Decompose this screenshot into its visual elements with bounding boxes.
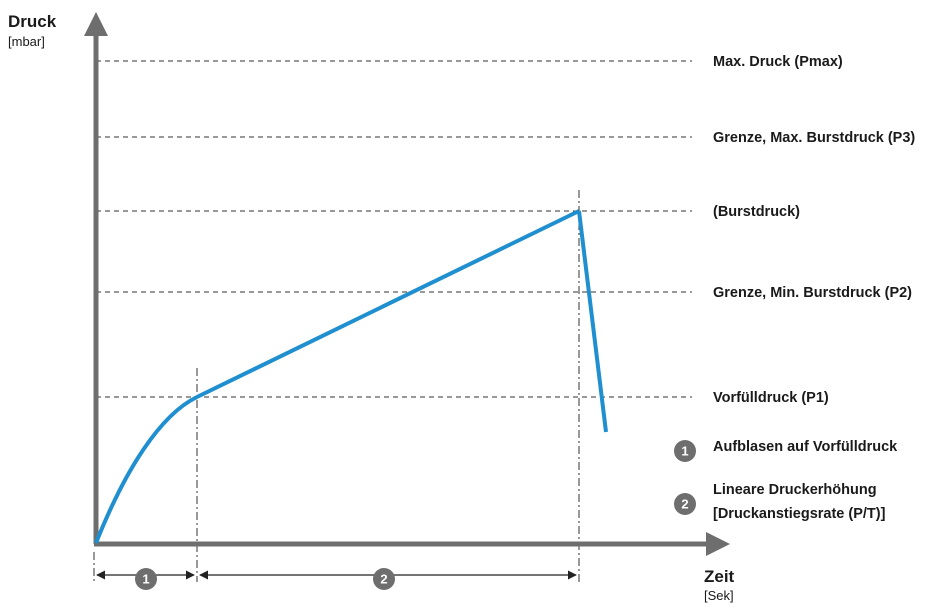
phase-badge-1-number: 1 [142, 572, 149, 587]
y-axis-unit: [mbar] [8, 34, 45, 49]
x-axis-unit: [Sek] [704, 588, 734, 603]
phase-badge-2-circle [373, 568, 395, 590]
level-label-p1: Vorfülldruck (P1) [713, 390, 829, 406]
level-lines [96, 60, 692, 398]
x-axis-title: Zeit [704, 567, 735, 586]
curve-burst-drop [577, 210, 608, 433]
legend: 1 Aufblasen auf Vorfülldruck 2 Lineare D… [674, 439, 898, 522]
y-axis-arrow-icon [84, 12, 108, 36]
level-label-pmax: Max. Druck (Pmax) [713, 54, 843, 70]
y-axis-title: Druck [8, 12, 57, 31]
phase-badge-2-number: 2 [380, 572, 387, 587]
phase-badge-1: 1 [135, 568, 157, 590]
axes [84, 12, 730, 556]
x-axis-arrow-icon [706, 532, 730, 556]
phase-badge-2: 2 [373, 568, 395, 590]
legend-item-2: 2 Lineare Druckerhöhung [Druckanstiegsra… [674, 482, 886, 522]
phase-badge-1-circle [135, 568, 157, 590]
pressure-curve [94, 209, 608, 544]
level-label-p2: Grenze, Min. Burstdruck (P2) [713, 285, 912, 301]
legend-badge-2-number: 2 [681, 497, 688, 512]
legend-badge-2 [674, 493, 696, 515]
level-label-p3: Grenze, Max. Burstdruck (P3) [713, 130, 915, 146]
phase-guides [93, 190, 580, 582]
legend-item-2-line-2: [Druckanstiegsrate (P/T)] [713, 506, 886, 522]
legend-badge-1-number: 1 [681, 444, 688, 459]
curve-prefill [94, 395, 198, 544]
legend-item-2-line-1: Lineare Druckerhöhung [713, 482, 877, 498]
curve-linear-rise [196, 209, 580, 399]
legend-item-1: 1 Aufblasen auf Vorfülldruck [674, 439, 898, 462]
legend-item-1-text: Aufblasen auf Vorfülldruck [713, 439, 898, 455]
level-label-burst: (Burstdruck) [713, 204, 800, 220]
legend-badge-1 [674, 440, 696, 462]
